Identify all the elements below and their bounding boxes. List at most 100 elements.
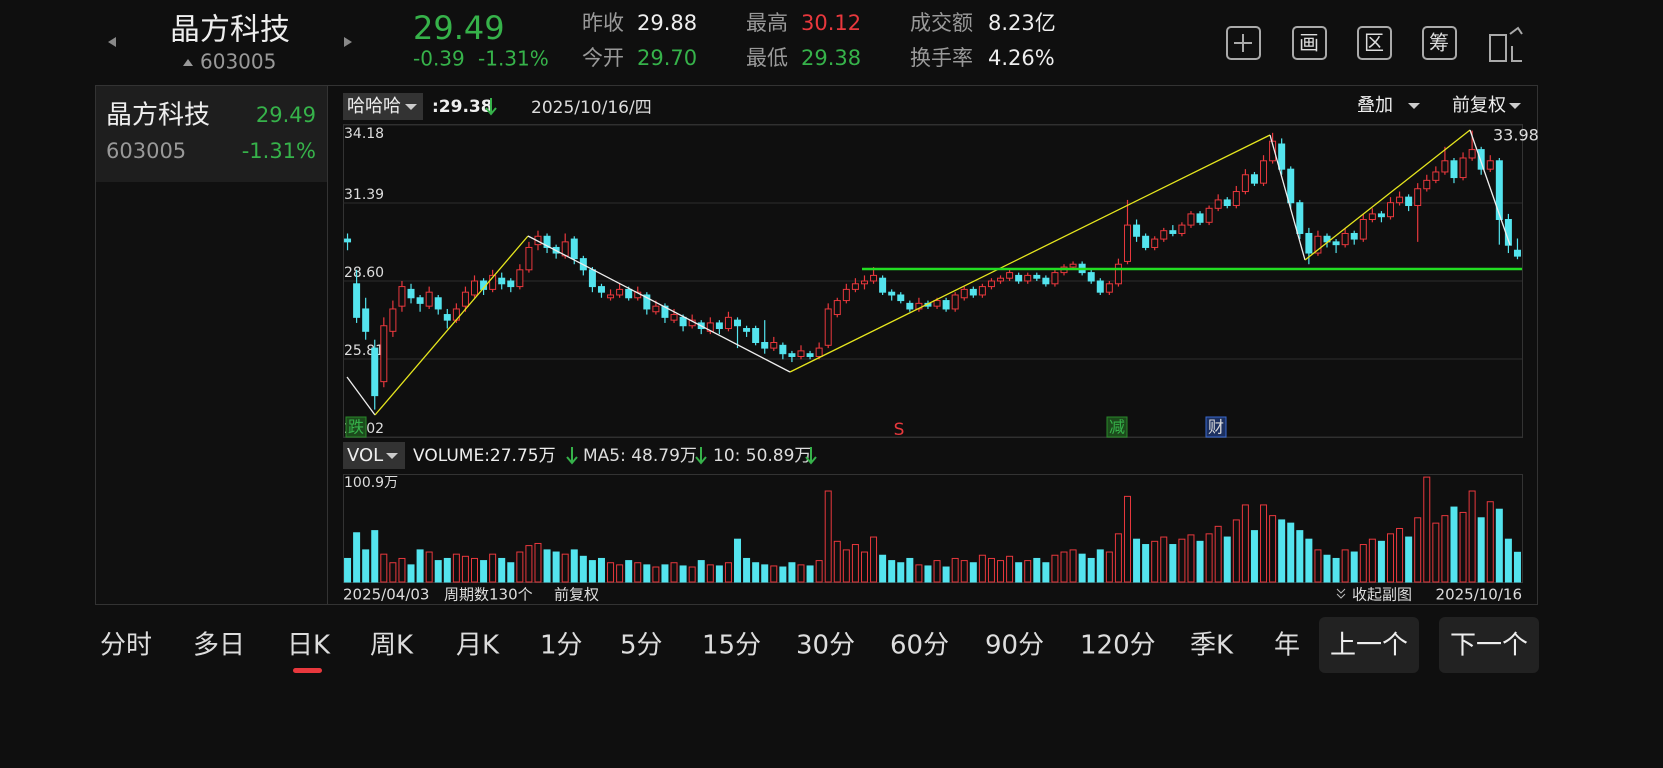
volume-bar [1323, 554, 1331, 583]
candle-body [452, 308, 460, 321]
sidebar-code: 603005 [106, 139, 186, 163]
volume-bar [1033, 557, 1041, 583]
volume-bar [1305, 538, 1313, 583]
marker-box [345, 416, 367, 438]
volume-bar [1468, 490, 1476, 583]
candle-body [715, 322, 723, 330]
draw-button[interactable] [1292, 26, 1327, 60]
volume-bar [851, 544, 859, 583]
candle-body [1151, 238, 1159, 248]
candle-body [371, 347, 379, 397]
volume-bar [1368, 538, 1376, 583]
volume-bar [688, 566, 696, 583]
period-tab[interactable]: 月K [456, 631, 500, 661]
change-pct: -1.31% [478, 47, 549, 71]
volume-bar [597, 557, 605, 583]
volume-bar [1178, 538, 1186, 583]
volume-bar [797, 564, 805, 583]
stat-value: 4.26% [988, 46, 1055, 70]
candle-body [1232, 191, 1240, 207]
volume-bar [1432, 522, 1440, 583]
candle-body [1114, 263, 1122, 285]
candle-body [1305, 232, 1313, 254]
volume-bar [471, 557, 479, 583]
volume-bar [625, 560, 633, 583]
add-icon [1234, 34, 1252, 52]
volume-bar [1024, 560, 1032, 583]
period-tab[interactable]: 年 [1274, 631, 1300, 661]
period-tab[interactable]: 季K [1190, 631, 1234, 661]
candle-body [1423, 179, 1431, 190]
volume-bar [498, 557, 506, 583]
stat-value: 8.23亿 [988, 11, 1056, 35]
candle-body [833, 300, 841, 316]
candle-body [443, 314, 451, 321]
dropdown-icon [1509, 103, 1521, 109]
candle-body [1314, 235, 1322, 254]
volume-bar [1504, 538, 1512, 583]
next-button[interactable] [1439, 617, 1539, 673]
candle-body [643, 294, 651, 310]
candle-body [661, 305, 669, 318]
volume-bar [1151, 540, 1159, 583]
candle-body [1432, 171, 1440, 181]
volume-bar [1459, 511, 1467, 583]
period-tab[interactable]: 90分 [985, 631, 1044, 661]
volume-bar [461, 555, 469, 583]
candle-body [670, 314, 678, 321]
volume-bar [942, 566, 950, 583]
chips-button[interactable] [1422, 26, 1457, 60]
sidebar-item[interactable] [96, 86, 327, 182]
prev-label: 上一个 [1330, 631, 1408, 661]
prev-stock[interactable] [108, 37, 116, 47]
period-tab[interactable]: 多日 [193, 631, 245, 661]
overlay-button[interactable]: 叠加 [1357, 95, 1393, 116]
stat-label: 最高 [746, 11, 788, 35]
period-tab[interactable]: 日K [287, 631, 331, 661]
range-button[interactable] [1357, 26, 1392, 60]
candle-body [425, 291, 433, 307]
volume-bar [1377, 540, 1385, 583]
period-tab[interactable]: 120分 [1080, 631, 1156, 661]
volume-bar [1169, 544, 1177, 583]
candle-body [416, 297, 424, 304]
volume-bar [1396, 527, 1404, 583]
next-stock[interactable] [344, 37, 352, 47]
volume-bar [770, 565, 778, 583]
period-tab[interactable]: 1分 [540, 631, 583, 661]
collapse-icon [1336, 588, 1346, 599]
volume-bar [570, 549, 578, 583]
volume-bar [951, 557, 959, 583]
prev-button[interactable] [1319, 617, 1419, 673]
volume-bar [987, 557, 995, 583]
candle-body [960, 288, 968, 299]
period-tab[interactable]: 周K [370, 631, 414, 661]
icon-label: 画 [1299, 31, 1319, 55]
period-tab[interactable]: 60分 [890, 631, 949, 661]
adjust-button[interactable]: 前复权 [1452, 95, 1506, 116]
period-tab[interactable]: 30分 [796, 631, 855, 661]
volume-bar [1196, 540, 1204, 583]
candle-body [1486, 160, 1494, 170]
volume-bar [543, 549, 551, 583]
volume-bar [398, 557, 406, 583]
add-button[interactable] [1226, 26, 1261, 60]
stat-value: 29.70 [637, 46, 697, 70]
collapse-button[interactable]: 收起副图 [1352, 586, 1412, 604]
volume-bar [1414, 517, 1422, 583]
candle-body [1160, 230, 1168, 240]
candle-body [824, 308, 832, 346]
volume-bar [1232, 519, 1240, 583]
period-tab[interactable]: 5分 [620, 631, 663, 661]
period-tab[interactable]: 分时 [100, 631, 152, 661]
volume-bar [806, 565, 814, 583]
candle-body [860, 280, 868, 285]
candle-body [906, 302, 914, 310]
period-tab[interactable]: 15分 [702, 631, 761, 661]
drawn-line [527, 235, 791, 373]
candle-body [888, 291, 896, 296]
switch-button[interactable] [1489, 26, 1523, 62]
volume-bar [779, 566, 787, 583]
volume-bar [353, 532, 361, 583]
candle-body [779, 344, 787, 355]
